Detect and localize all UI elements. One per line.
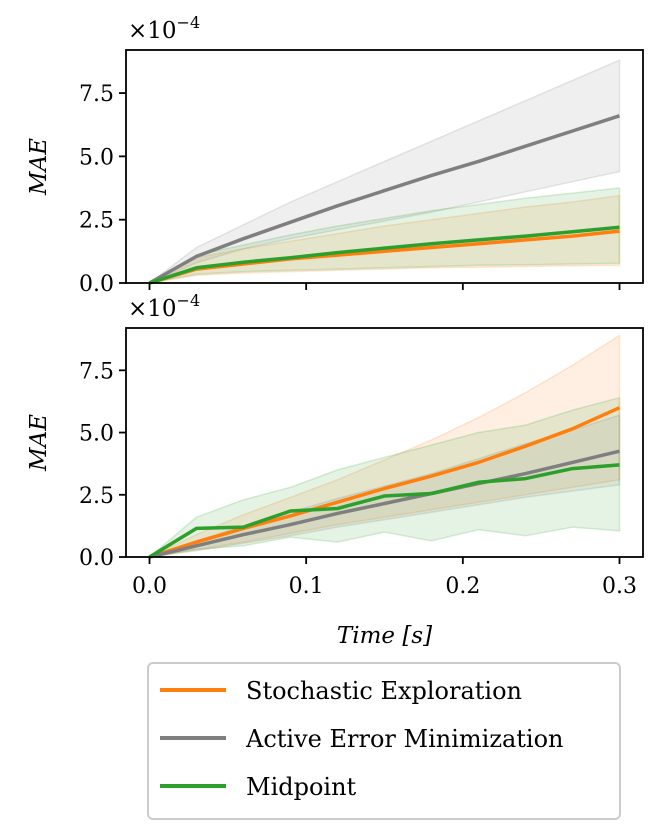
legend-label: Active Error Minimization [245, 725, 564, 753]
y-tick-label: 0.0 [79, 546, 114, 571]
y-tick-label: 2.5 [79, 209, 114, 234]
x-tick-label: 0.3 [602, 574, 637, 599]
series-line-midpoint [148, 225, 620, 285]
y-axis-label: MAE [26, 138, 52, 196]
y-tick-label: 7.5 [79, 82, 114, 107]
y-multiplier: ×10−4 [128, 291, 200, 322]
y-tick-label: 5.0 [79, 422, 114, 447]
x-tick-label: 0.2 [445, 574, 480, 599]
series-line-active-error-minimization [148, 114, 621, 285]
series-line-midpoint [148, 463, 620, 559]
y-tick-label: 0.0 [79, 272, 114, 297]
x-tick-label: 0.0 [132, 574, 167, 599]
y-axis-label: MAE [26, 414, 52, 472]
y-tick-label: 2.5 [79, 484, 114, 509]
series-line-active-error-minimization [149, 449, 620, 559]
x-tick-label: 0.1 [289, 574, 324, 599]
x-axis-label: Time [s] [337, 623, 432, 649]
bottom-panel: 0.0 2.5 5.0 7.5 0.0 0.1 0.2 0.3 MAE ×10−4 Time [s] [26, 291, 644, 649]
axes-frame [125, 49, 644, 284]
series-line-stochastic-exploration [148, 406, 621, 559]
y-tick-label: 5.0 [79, 145, 114, 170]
y-multiplier: ×10−4 [128, 13, 200, 44]
axes-frame [125, 327, 644, 558]
legend-label: Midpoint [246, 773, 357, 801]
legend: Stochastic Exploration Active Error Minim… [147, 662, 621, 820]
legend-label: Stochastic Exploration [246, 677, 522, 705]
legend-box [147, 662, 621, 820]
y-tick-label: 7.5 [79, 359, 114, 384]
top-panel: 0.0 2.5 5.0 7.5 MAE ×10−4 [26, 13, 644, 297]
band-midpoint [146, 396, 621, 559]
